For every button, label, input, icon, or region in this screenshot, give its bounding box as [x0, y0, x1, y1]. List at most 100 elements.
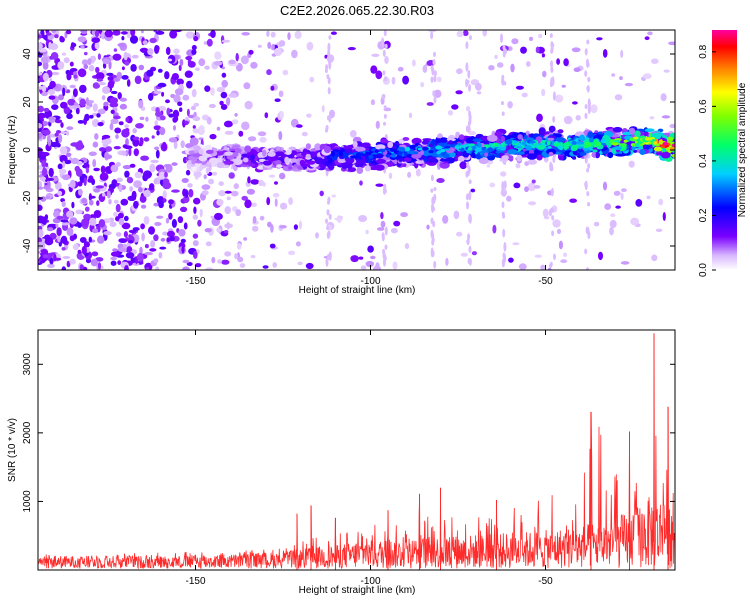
noise-blob: [39, 176, 47, 182]
noise-blob: [216, 227, 222, 233]
noise-blob: [133, 180, 143, 189]
noise-blob: [148, 226, 155, 235]
streak-blob: [430, 217, 434, 224]
ridge-core: [417, 147, 423, 151]
ridge-blob: [578, 152, 587, 156]
noise-blob: [57, 61, 65, 70]
noise-blob: [121, 66, 125, 71]
ridge-core: [421, 146, 429, 151]
ridge-blob: [378, 148, 386, 153]
ridge-blob: [548, 125, 556, 133]
ridge-blob: [216, 162, 225, 169]
noise-blob: [56, 227, 62, 237]
ridge-blob: [634, 130, 641, 138]
noise-blob: [110, 90, 118, 95]
noise-blob: [72, 88, 78, 98]
noise-blob: [513, 182, 521, 189]
noise-blob: [201, 190, 209, 196]
ridge-blob: [501, 155, 509, 161]
ridge-blob: [328, 164, 335, 171]
ridge-blob: [500, 135, 506, 143]
noise-blob: [112, 248, 118, 252]
noise-blob: [149, 183, 155, 191]
noise-blob: [508, 257, 514, 263]
noise-blob: [55, 223, 59, 228]
noise-blob: [660, 93, 667, 102]
noise-blob: [104, 154, 113, 159]
ridge-blob: [345, 157, 355, 164]
noise-blob: [391, 228, 398, 234]
noise-blob: [534, 254, 542, 258]
noise-blob: [113, 146, 121, 150]
streak-blob: [433, 260, 437, 269]
noise-blob: [132, 136, 140, 141]
noise-blob: [57, 163, 63, 170]
noise-blob: [44, 237, 54, 246]
noise-blob: [45, 195, 50, 200]
noise-blob: [96, 200, 100, 206]
noise-blob: [102, 143, 109, 147]
noise-blob: [183, 222, 188, 230]
noise-blob: [83, 177, 87, 187]
streak-blob: [466, 201, 469, 210]
y-tick-label: 3000: [22, 353, 33, 376]
noise-blob: [408, 112, 413, 119]
noise-blob: [117, 42, 127, 48]
noise-blob: [99, 172, 109, 181]
noise-blob: [38, 237, 42, 244]
noise-blob: [45, 177, 55, 181]
noise-blob: [139, 116, 145, 120]
noise-blob: [646, 195, 651, 200]
noise-blob: [644, 36, 650, 41]
noise-blob: [38, 262, 43, 266]
noise-blob: [130, 64, 137, 72]
noise-blob: [156, 215, 164, 219]
noise-blob: [54, 34, 59, 39]
noise-blob: [226, 221, 230, 230]
ridge-blob: [516, 151, 526, 155]
streak-blob: [328, 213, 332, 220]
noise-blob: [112, 30, 121, 36]
noise-blob: [66, 126, 74, 131]
ridge-blob: [402, 137, 410, 141]
noise-blob: [402, 75, 409, 85]
noise-blob: [38, 250, 42, 254]
noise-blob: [102, 62, 107, 69]
noise-blob: [164, 71, 170, 80]
ridge-blob: [321, 158, 329, 162]
noise-blob: [172, 116, 178, 123]
streak-blob: [384, 43, 388, 49]
noise-blob: [375, 120, 380, 129]
noise-blob: [98, 219, 106, 228]
noise-blob: [257, 131, 267, 137]
noise-blob: [51, 71, 60, 76]
noise-blob: [66, 113, 73, 120]
noise-blob: [243, 82, 251, 90]
noise-blob: [85, 258, 92, 264]
noise-blob: [471, 251, 477, 256]
noise-blob: [145, 116, 149, 122]
noise-blob: [267, 41, 272, 49]
noise-blob: [117, 247, 126, 253]
noise-blob: [70, 42, 75, 49]
streak-blob: [430, 76, 434, 83]
noise-blob: [41, 91, 48, 97]
noise-blob: [436, 160, 441, 170]
spectrogram-y-ticks: -40 -20 0 20 40: [22, 48, 675, 253]
ridge-blob: [364, 165, 371, 172]
noise-blob: [121, 150, 127, 156]
noise-blob: [465, 106, 471, 112]
streak-blob: [325, 127, 328, 133]
noise-blob: [531, 179, 536, 184]
noise-blob: [69, 258, 76, 265]
noise-blob: [662, 212, 666, 221]
noise-blob: [77, 222, 82, 229]
ridge-core: [664, 145, 669, 148]
noise-blob: [239, 263, 246, 268]
ridge-blob: [309, 148, 317, 153]
noise-blob: [264, 112, 269, 119]
streak-blob: [382, 186, 386, 195]
noise-blob: [79, 84, 87, 94]
noise-blob: [168, 236, 175, 242]
noise-blob: [515, 85, 524, 90]
